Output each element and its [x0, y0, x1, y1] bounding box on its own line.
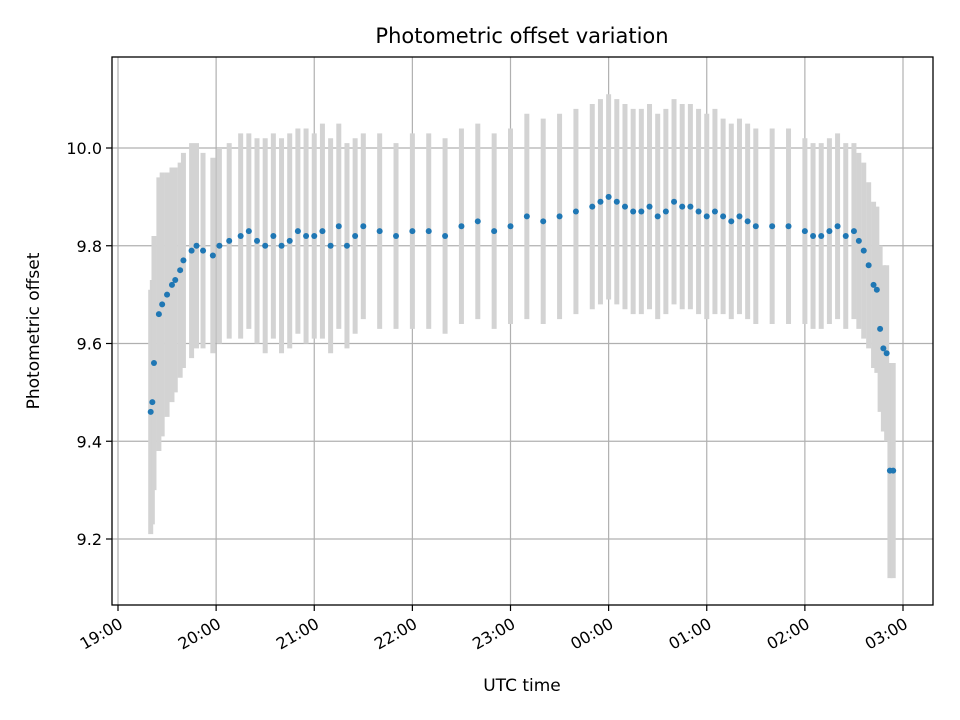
data-point [877, 325, 884, 332]
data-point [352, 232, 359, 239]
data-point [630, 208, 637, 215]
data-point [311, 232, 318, 239]
data-point [147, 408, 154, 415]
y-tick-label: 9.6 [77, 335, 102, 354]
data-point [769, 223, 776, 230]
data-point [200, 247, 207, 254]
data-point [262, 242, 269, 249]
data-point [621, 203, 628, 210]
data-point [703, 213, 710, 220]
data-point [180, 257, 187, 264]
data-point [880, 345, 887, 352]
data-point [744, 218, 751, 225]
data-point [168, 281, 175, 288]
data-point [209, 252, 216, 259]
data-point [662, 208, 669, 215]
x-axis-label: UTC time [483, 676, 561, 696]
data-point [286, 237, 293, 244]
data-point [711, 208, 718, 215]
data-point [842, 232, 849, 239]
data-point [474, 218, 481, 225]
data-point [360, 223, 367, 230]
data-point [270, 232, 277, 239]
data-point [319, 228, 326, 235]
data-point [540, 218, 547, 225]
data-point [826, 228, 833, 235]
data-point [343, 242, 350, 249]
data-point [870, 281, 877, 288]
data-points [147, 193, 897, 474]
chart-title: Photometric offset variation [375, 24, 668, 48]
data-point [425, 228, 432, 235]
data-point [303, 232, 310, 239]
y-axis-label: Photometric offset [24, 252, 44, 409]
data-point [695, 208, 702, 215]
data-point [736, 213, 743, 220]
data-point [687, 203, 694, 210]
data-point [458, 223, 465, 230]
data-point [376, 228, 383, 235]
data-point [850, 228, 857, 235]
data-point [860, 247, 867, 254]
data-point [278, 242, 285, 249]
data-point [491, 228, 498, 235]
data-point [507, 223, 514, 230]
data-point [597, 198, 604, 205]
data-point [752, 223, 759, 230]
data-point [589, 203, 596, 210]
data-point [327, 242, 334, 249]
data-point [613, 198, 620, 205]
data-point [890, 467, 897, 474]
data-point [855, 237, 862, 244]
data-point [149, 399, 156, 406]
data-point [172, 276, 179, 283]
data-point [442, 232, 449, 239]
data-point [150, 360, 157, 367]
data-point [216, 242, 223, 249]
data-point [393, 232, 400, 239]
data-point [818, 232, 825, 239]
data-point [605, 193, 612, 200]
data-point [245, 228, 252, 235]
data-point [155, 311, 162, 318]
data-point [177, 267, 184, 274]
data-point [335, 223, 342, 230]
data-point [646, 203, 653, 210]
y-tick-label: 9.8 [77, 237, 102, 256]
data-point [638, 208, 645, 215]
data-point [572, 208, 579, 215]
data-point [873, 286, 880, 293]
data-point [671, 198, 678, 205]
data-point [226, 237, 233, 244]
data-point [556, 213, 563, 220]
plot-frame [111, 56, 934, 606]
data-point [294, 228, 301, 235]
data-point [834, 223, 841, 230]
data-point [810, 232, 817, 239]
data-point [785, 223, 792, 230]
data-point [728, 218, 735, 225]
data-point [865, 262, 872, 269]
data-point [801, 228, 808, 235]
data-point [654, 213, 661, 220]
data-point [164, 291, 171, 298]
data-point [188, 247, 195, 254]
data-point [679, 203, 686, 210]
y-tick-label: 9.4 [77, 432, 102, 451]
data-point [237, 232, 244, 239]
data-point [883, 350, 890, 357]
data-point [193, 242, 200, 249]
y-tick-label: 10.0 [66, 139, 102, 158]
data-point [409, 228, 416, 235]
data-point [720, 213, 727, 220]
data-point [159, 301, 166, 308]
y-tick-label: 9.2 [77, 530, 102, 549]
y-axis-ticks: 9.2 9.4 9.6 9.8 10.0 [66, 139, 112, 549]
data-point [523, 213, 530, 220]
data-point [254, 237, 261, 244]
